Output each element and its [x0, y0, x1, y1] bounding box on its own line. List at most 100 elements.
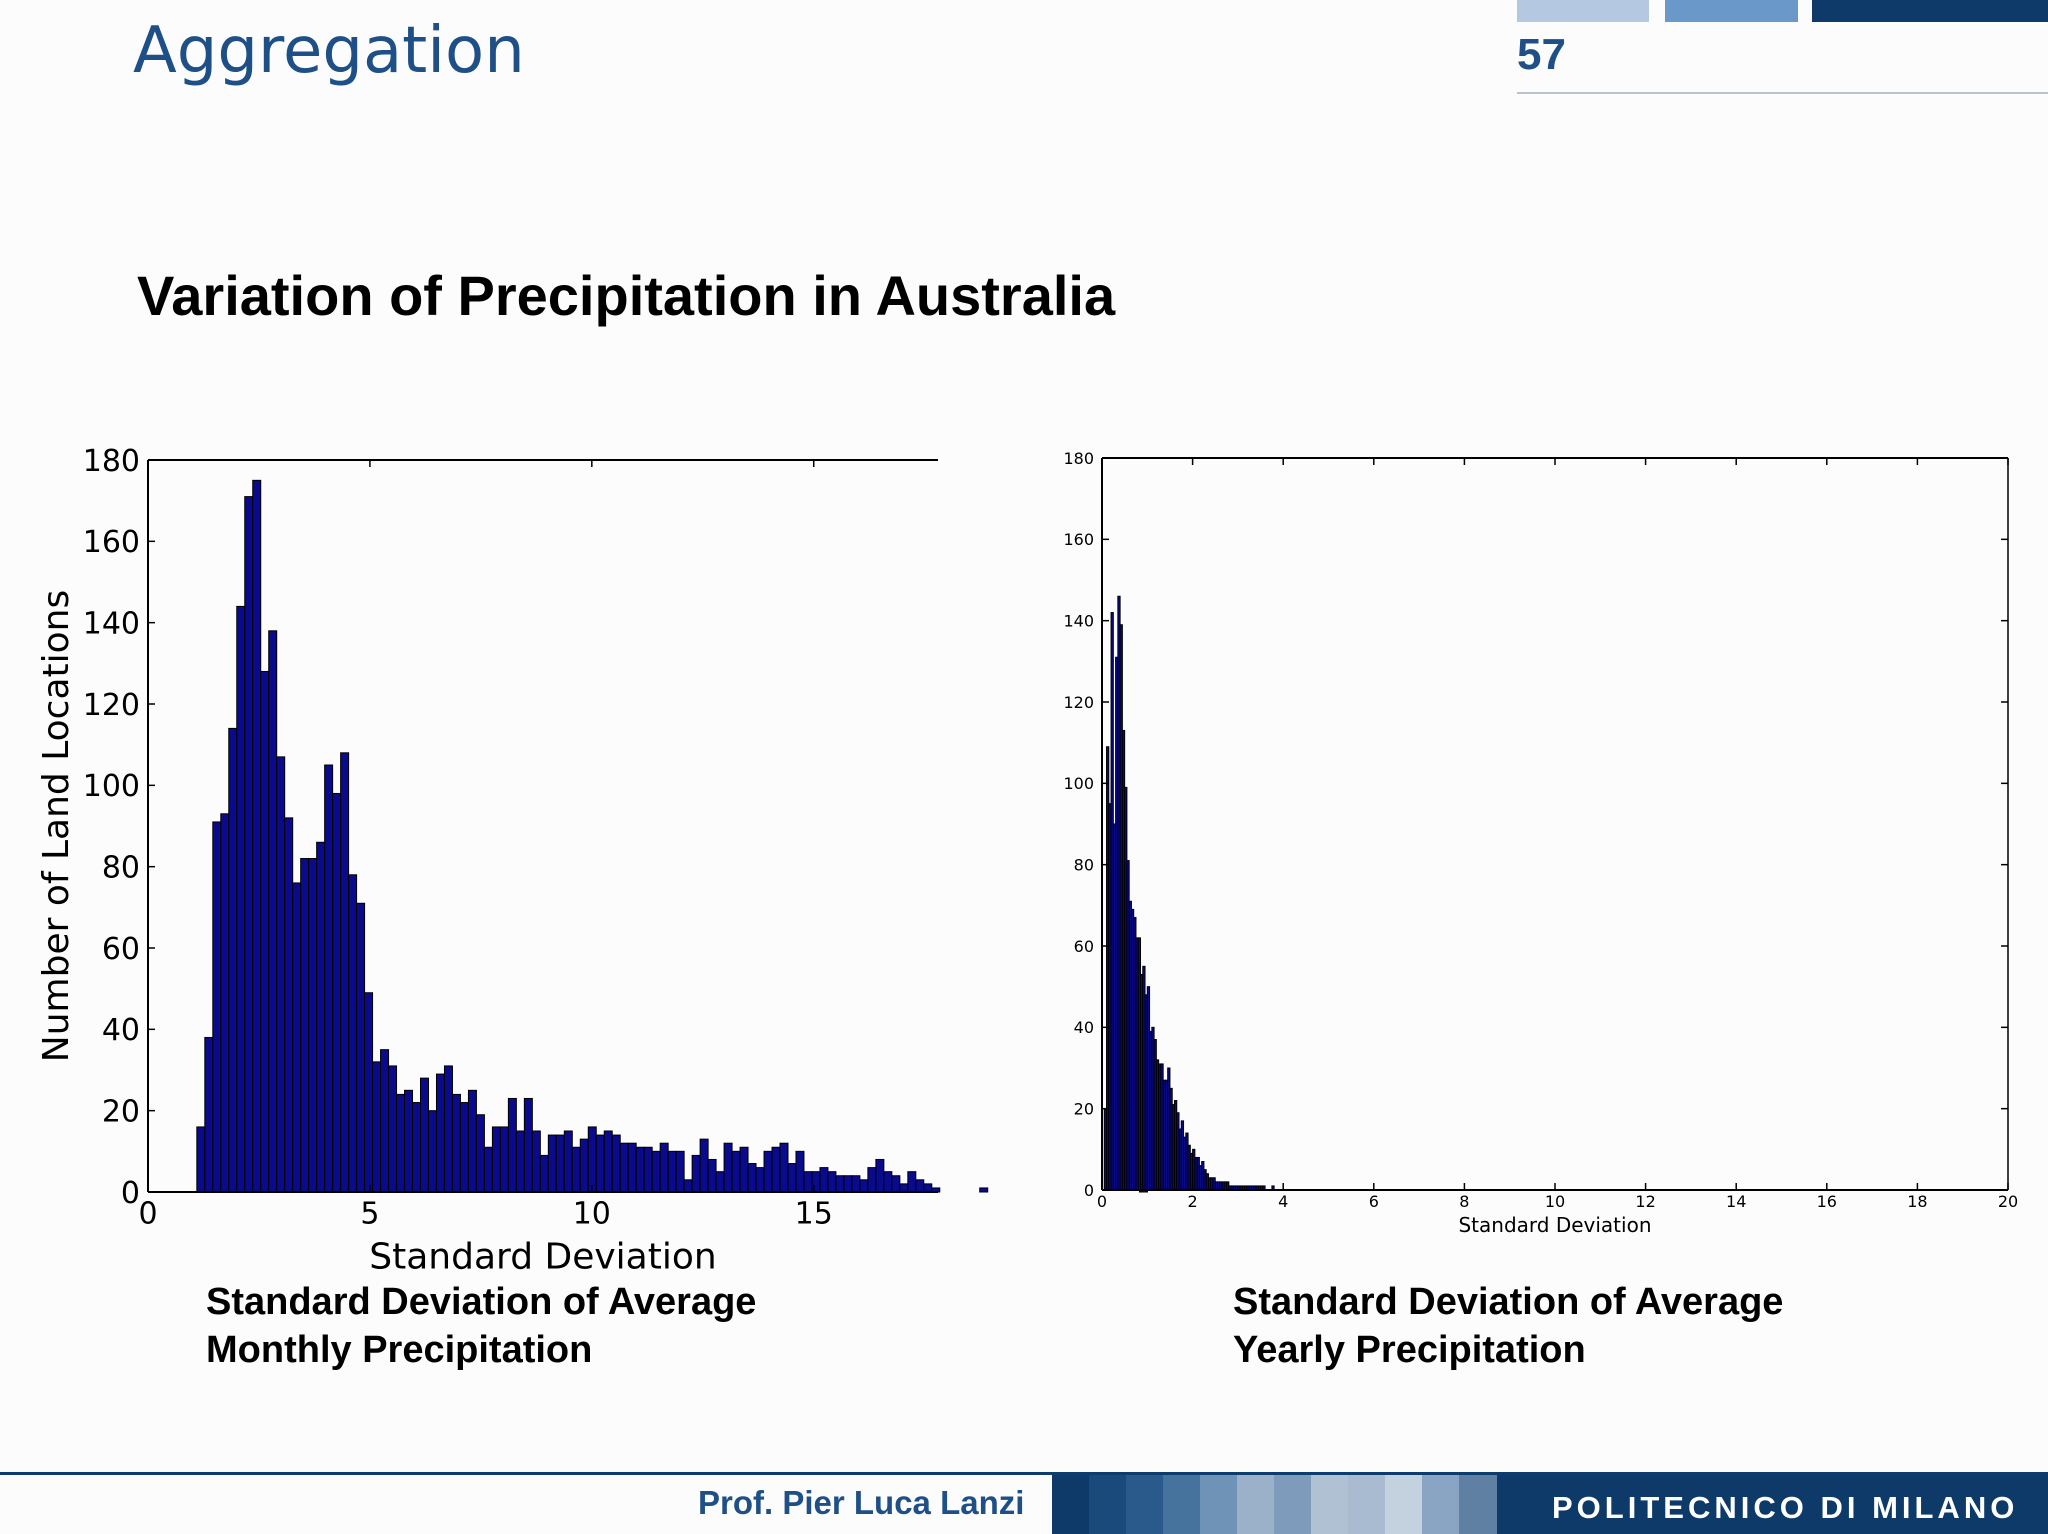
monthly-bar [412, 1102, 422, 1193]
monthly-bar [907, 1171, 917, 1193]
monthly-bar [396, 1093, 406, 1193]
yearly-y-tick-label: 20 [1074, 1099, 1094, 1118]
yearly-y-tick-label: 60 [1074, 937, 1094, 956]
monthly-bar [779, 1142, 789, 1193]
monthly-bar [531, 1130, 541, 1193]
monthly-bar [260, 670, 270, 1193]
monthly-bar [595, 1134, 605, 1193]
monthly-bar [587, 1126, 597, 1193]
monthly-bar [675, 1150, 685, 1193]
monthly-x-tick-label: 5 [360, 1197, 379, 1232]
monthly-bar [571, 1146, 581, 1193]
monthly-bar [683, 1179, 693, 1193]
yearly-x-tick-label: 12 [1635, 1192, 1655, 1211]
monthly-bar [324, 764, 334, 1193]
monthly-bar [635, 1146, 645, 1193]
footer-strip-block [1052, 1475, 1090, 1534]
monthly-y-tick-label: 0 [121, 1176, 140, 1211]
monthly-bar [619, 1142, 629, 1193]
monthly-bar [771, 1146, 781, 1193]
footer-author: Prof. Pier Luca Lanzi [698, 1484, 1025, 1521]
monthly-bar [483, 1146, 493, 1193]
yearly-x-tick-label: 18 [1907, 1192, 1927, 1211]
monthly-bar [627, 1142, 637, 1193]
monthly-bar [555, 1134, 565, 1193]
monthly-bar [707, 1158, 717, 1193]
monthly-bar [244, 496, 254, 1193]
monthly-y-tick-label: 100 [83, 769, 140, 804]
yearly-y-tick-label: 100 [1063, 774, 1094, 793]
monthly-bar [427, 1110, 437, 1193]
monthly-bar [643, 1146, 653, 1193]
monthly-bar [899, 1183, 909, 1193]
monthly-bar [212, 821, 222, 1193]
footer-strip-block [1459, 1475, 1497, 1534]
monthly-bar [523, 1097, 533, 1193]
monthly-bar [204, 1036, 214, 1193]
monthly-x-tick-label: 0 [138, 1197, 157, 1232]
monthly-bar [803, 1171, 813, 1193]
monthly-bar [443, 1065, 453, 1193]
monthly-x-tick-label: 15 [795, 1197, 833, 1232]
page-number: 57 [1517, 30, 1566, 79]
monthly-bar [459, 1102, 469, 1193]
monthly-bar [252, 479, 262, 1193]
yearly-x-tick-label: 0 [1097, 1192, 1107, 1211]
monthly-bar [316, 841, 326, 1193]
monthly-bar [795, 1150, 805, 1193]
caption-yearly-line1: Standard Deviation of Average [1233, 1281, 1784, 1323]
monthly-bar [563, 1130, 573, 1193]
monthly-bar [835, 1175, 845, 1193]
yearly-y-tick-label: 40 [1074, 1018, 1094, 1037]
header-bar-mid [1665, 0, 1798, 22]
monthly-bar [276, 756, 286, 1193]
yearly-y-tick-label: 180 [1063, 449, 1094, 468]
monthly-bar [420, 1077, 429, 1193]
monthly-bar [475, 1114, 485, 1193]
monthly-bar [404, 1089, 414, 1193]
caption-monthly-line1: Standard Deviation of Average [206, 1281, 757, 1323]
monthly-bar [611, 1134, 621, 1193]
monthly-bar [699, 1138, 709, 1193]
header-bar-light [1517, 0, 1649, 22]
monthly-y-tick-label: 80 [102, 850, 140, 885]
yearly-y-tick-label: 140 [1063, 611, 1094, 630]
monthly-bar [388, 1065, 398, 1193]
header-divider [1517, 92, 2048, 94]
monthly-bar [348, 874, 358, 1193]
yearly-y-tick-label: 0 [1084, 1181, 1094, 1200]
monthly-bar [875, 1158, 885, 1193]
yearly-x-tick-label: 4 [1278, 1192, 1288, 1211]
monthly-bar [268, 630, 278, 1193]
monthly-bar [859, 1179, 869, 1193]
monthly-bar [819, 1167, 829, 1193]
politecnico-logo: POLITECNICO DI MILANO [1552, 1490, 2019, 1525]
monthly-bar [755, 1167, 765, 1193]
monthly-bar [228, 727, 238, 1193]
monthly-bar [499, 1126, 509, 1193]
monthly-bar [196, 1126, 206, 1193]
monthly-bar [659, 1142, 669, 1193]
monthly-bar [667, 1150, 677, 1193]
monthly-bar [691, 1154, 701, 1193]
monthly-bar [364, 992, 374, 1193]
monthly-bar [923, 1183, 933, 1193]
yearly-x-tick-label: 2 [1188, 1192, 1198, 1211]
yearly-x-tick-label: 14 [1726, 1192, 1746, 1211]
yearly-x-tick-label: 8 [1459, 1192, 1469, 1211]
monthly-y-tick-label: 40 [102, 1013, 140, 1048]
monthly-bar [739, 1146, 749, 1193]
monthly-bar [979, 1187, 989, 1193]
slide-subtitle: Variation of Precipitation in Australia [137, 264, 1116, 327]
monthly-bar [787, 1163, 797, 1193]
header-bar-dark [1812, 0, 2048, 22]
monthly-x-axis-label: Standard Deviation [369, 1237, 716, 1278]
yearly-x-tick-label: 16 [1817, 1192, 1837, 1211]
monthly-bar [891, 1175, 901, 1193]
monthly-y-tick-label: 160 [83, 525, 140, 560]
yearly-y-tick-label: 120 [1063, 693, 1094, 712]
monthly-bar [340, 752, 350, 1193]
monthly-bar [292, 882, 302, 1193]
yearly-x-tick-label: 20 [1998, 1192, 2018, 1211]
monthly-bar [651, 1150, 661, 1193]
